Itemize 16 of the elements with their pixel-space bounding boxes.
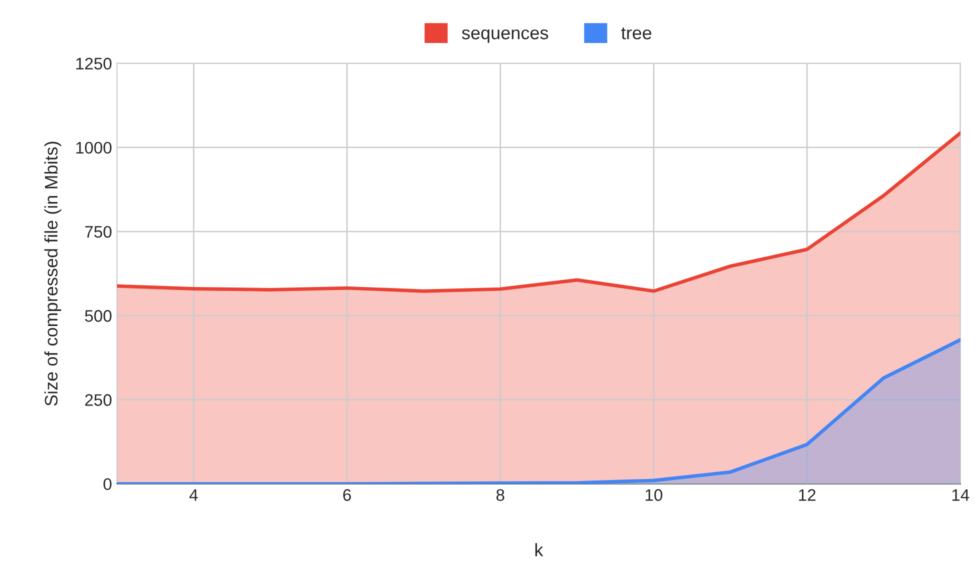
x-tick-label: 14 — [952, 489, 970, 501]
x-tick-label: 6 — [343, 489, 351, 501]
legend-label: tree — [621, 27, 652, 40]
x-tick-label: 12 — [799, 489, 816, 501]
y-tick-label: 250 — [85, 394, 112, 406]
x-tick-label: 10 — [646, 489, 662, 501]
x-tick-label: 4 — [189, 489, 198, 501]
legend-label: sequences — [462, 29, 548, 43]
x-axis-title: k — [535, 543, 544, 556]
y-tick-label: 1000 — [76, 142, 112, 154]
y-tick-label: 1250 — [76, 58, 112, 70]
x-tick-label: 8 — [496, 489, 504, 501]
y-axis-title: Size of compressed file (in Mbits) — [44, 142, 62, 406]
y-tick-label: 0 — [104, 478, 112, 490]
y-tick-label: 500 — [85, 310, 112, 322]
y-tick-label: 750 — [85, 226, 112, 238]
